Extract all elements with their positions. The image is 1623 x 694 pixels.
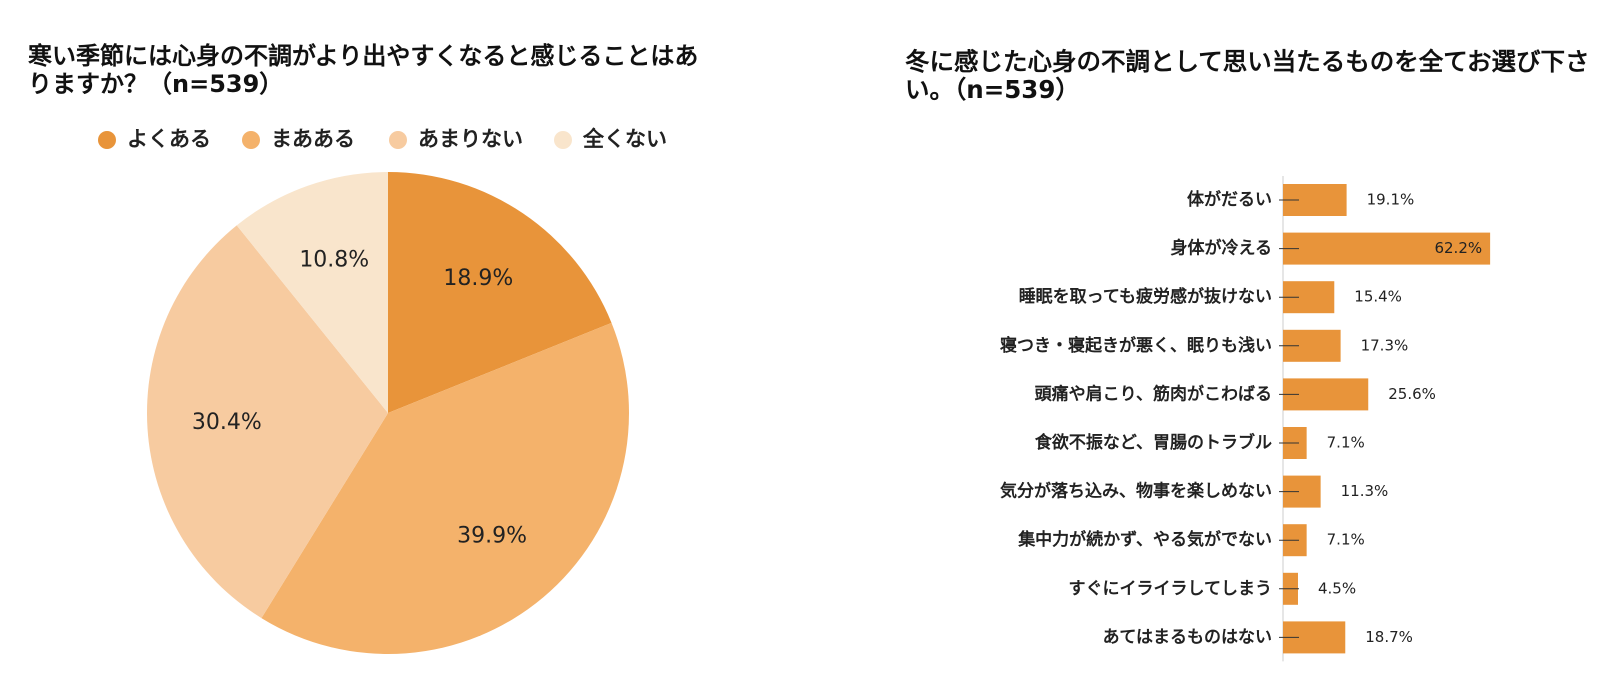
- category-label: 頭痛や肩こり、筋肉がこわばる: [1035, 383, 1272, 404]
- category-label: 身体が冷える: [1171, 238, 1273, 259]
- category-label: 集中力が続かず、やる気がでない: [1017, 529, 1272, 550]
- data-label: 7.1%: [1327, 434, 1365, 452]
- category-label: あてはまるものはない: [1103, 627, 1272, 647]
- data-label: 11.3%: [1341, 482, 1389, 500]
- pie-slice: [146, 225, 388, 619]
- bar: [1283, 232, 1491, 265]
- data-label: 62.2%: [1434, 239, 1482, 257]
- category-label: 寝つき・寝起きが悪く、眠りも浅い: [1000, 335, 1272, 356]
- data-label: 19.1%: [1367, 191, 1415, 209]
- legend-label: よくある: [127, 127, 211, 151]
- data-label: 18.9%: [443, 266, 513, 291]
- data-label: 10.8%: [299, 248, 369, 273]
- category-label: 気分が落ち込み、物事を楽しめない: [999, 481, 1272, 502]
- category-label: 睡眠を取っても疲労感が抜けない: [1019, 286, 1272, 307]
- bar-title: 冬に感じた心身の不調として思い当たるものを全てお選び下さい。（n=539）: [905, 47, 1590, 104]
- category-label: すぐにイライラしてしまう: [1069, 579, 1273, 599]
- category-label: 食欲不振など、胃腸のトラブル: [1035, 432, 1272, 453]
- data-label: 15.4%: [1354, 288, 1402, 306]
- pie-slice: [388, 172, 612, 413]
- pie-title: 寒い季節には心身の不調がより出やすくなると感じることはありますか？（n=539）: [28, 42, 699, 98]
- legend-label: あまりない: [418, 127, 523, 151]
- pie-slice: [236, 172, 388, 413]
- category-label: 体がだるい: [1187, 189, 1272, 210]
- pie-slice: [261, 322, 629, 654]
- data-label: 39.9%: [457, 523, 527, 548]
- legend-label: 全くない: [582, 127, 667, 151]
- data-label: 7.1%: [1327, 531, 1365, 549]
- data-label: 17.3%: [1361, 336, 1409, 354]
- legend-swatch: [98, 131, 116, 149]
- legend-swatch: [242, 131, 260, 149]
- legend-label: まあある: [271, 127, 355, 151]
- legend-swatch: [389, 131, 407, 149]
- data-label: 30.4%: [192, 410, 262, 435]
- data-label: 4.5%: [1318, 579, 1356, 597]
- legend-swatch: [554, 131, 572, 149]
- data-label: 18.7%: [1365, 628, 1413, 646]
- data-label: 25.6%: [1388, 385, 1436, 403]
